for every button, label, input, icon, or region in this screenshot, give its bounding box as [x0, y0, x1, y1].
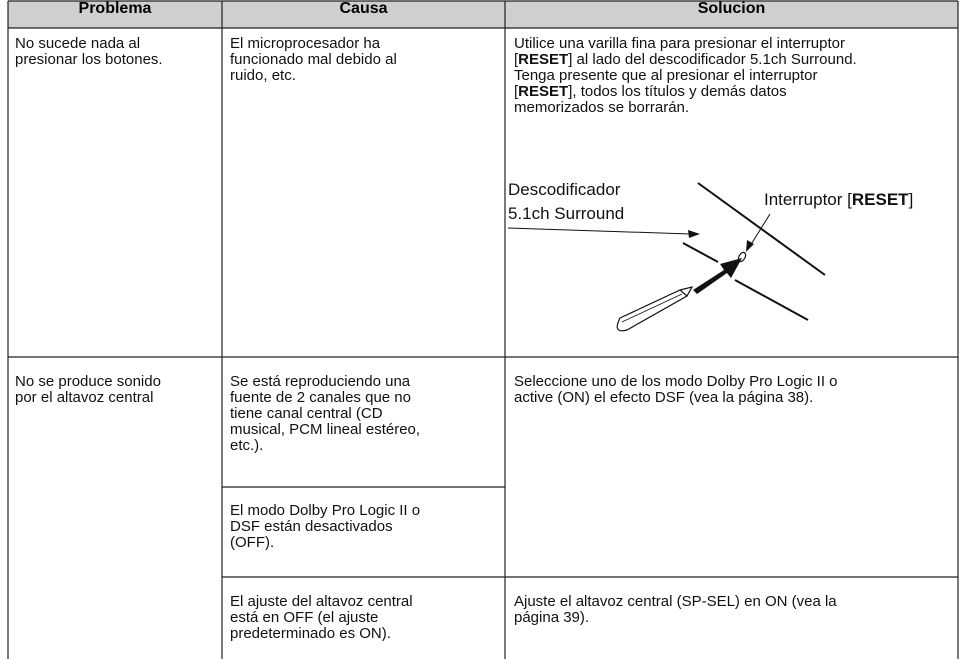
solution-text: [RESET], todos los títulos y demás datos	[514, 84, 787, 100]
problem-text: presionar los botones.	[15, 51, 163, 68]
bold-text: RESET	[518, 83, 569, 100]
cause-text: musical, PCM lineal estéreo,	[230, 421, 421, 438]
cause-text: El microprocesador ha	[230, 35, 381, 52]
text: ] al lado del descodificador 5.1ch Surro…	[568, 51, 857, 68]
cause-text: (OFF).	[230, 534, 275, 551]
diagram-label: Interruptor [RESET]	[764, 190, 914, 209]
cause-text: Se está reproduciendo una	[230, 373, 411, 390]
solution-text: memorizados se borrarán.	[514, 99, 690, 116]
cause-text: El modo Dolby Pro Logic II o	[230, 502, 421, 519]
column-header: Causa	[339, 0, 388, 17]
header-bg	[8, 1, 958, 28]
solution-text: Seleccione uno de los modo Dolby Pro Log…	[514, 373, 838, 390]
text: RESET	[851, 190, 909, 209]
text: Interruptor [	[764, 190, 852, 209]
problem-text: por el altavoz central	[15, 389, 154, 406]
text: ], todos los títulos y demás datos	[568, 83, 787, 100]
cause-text: está en OFF (el ajuste	[230, 609, 379, 626]
reset-diagram	[507, 182, 826, 332]
text: [	[514, 83, 519, 100]
solution-text: Utilice una varilla fina para presionar …	[514, 35, 845, 52]
grid	[7, 0, 959, 659]
bold-text: RESET	[518, 51, 569, 68]
diagram-label: 5.1ch Surround	[508, 204, 625, 223]
cause-text: predeterminado es ON).	[230, 625, 391, 642]
solution-text: [RESET] al lado del descodificador 5.1ch…	[514, 52, 857, 68]
text: [	[514, 51, 519, 68]
cause-text: El ajuste del altavoz central	[230, 593, 413, 610]
text: ]	[908, 190, 914, 209]
solution-text: Ajuste el altavoz central (SP-SEL) en ON…	[514, 593, 837, 610]
cause-text: tiene canal central (CD	[230, 405, 383, 422]
column-header: Problema	[78, 0, 152, 17]
solution-text: active (ON) el efecto DSF (vea la página…	[514, 389, 814, 406]
column-header: Solucion	[697, 0, 766, 17]
solution-text: Tenga presente que al presionar el inter…	[514, 67, 818, 84]
problem-text: No se produce sonido	[15, 373, 161, 390]
cause-text: fuente de 2 canales que no	[230, 389, 411, 406]
cause-text: etc.).	[230, 437, 264, 454]
diagram-label: Descodificador	[508, 180, 621, 199]
problem-text: No sucede nada al	[15, 35, 141, 52]
cause-text: funcionado mal debido al	[230, 51, 397, 68]
cause-text: ruido, etc.	[230, 67, 296, 84]
solution-text: página 39).	[514, 609, 590, 626]
cause-text: DSF están desactivados	[230, 518, 393, 535]
